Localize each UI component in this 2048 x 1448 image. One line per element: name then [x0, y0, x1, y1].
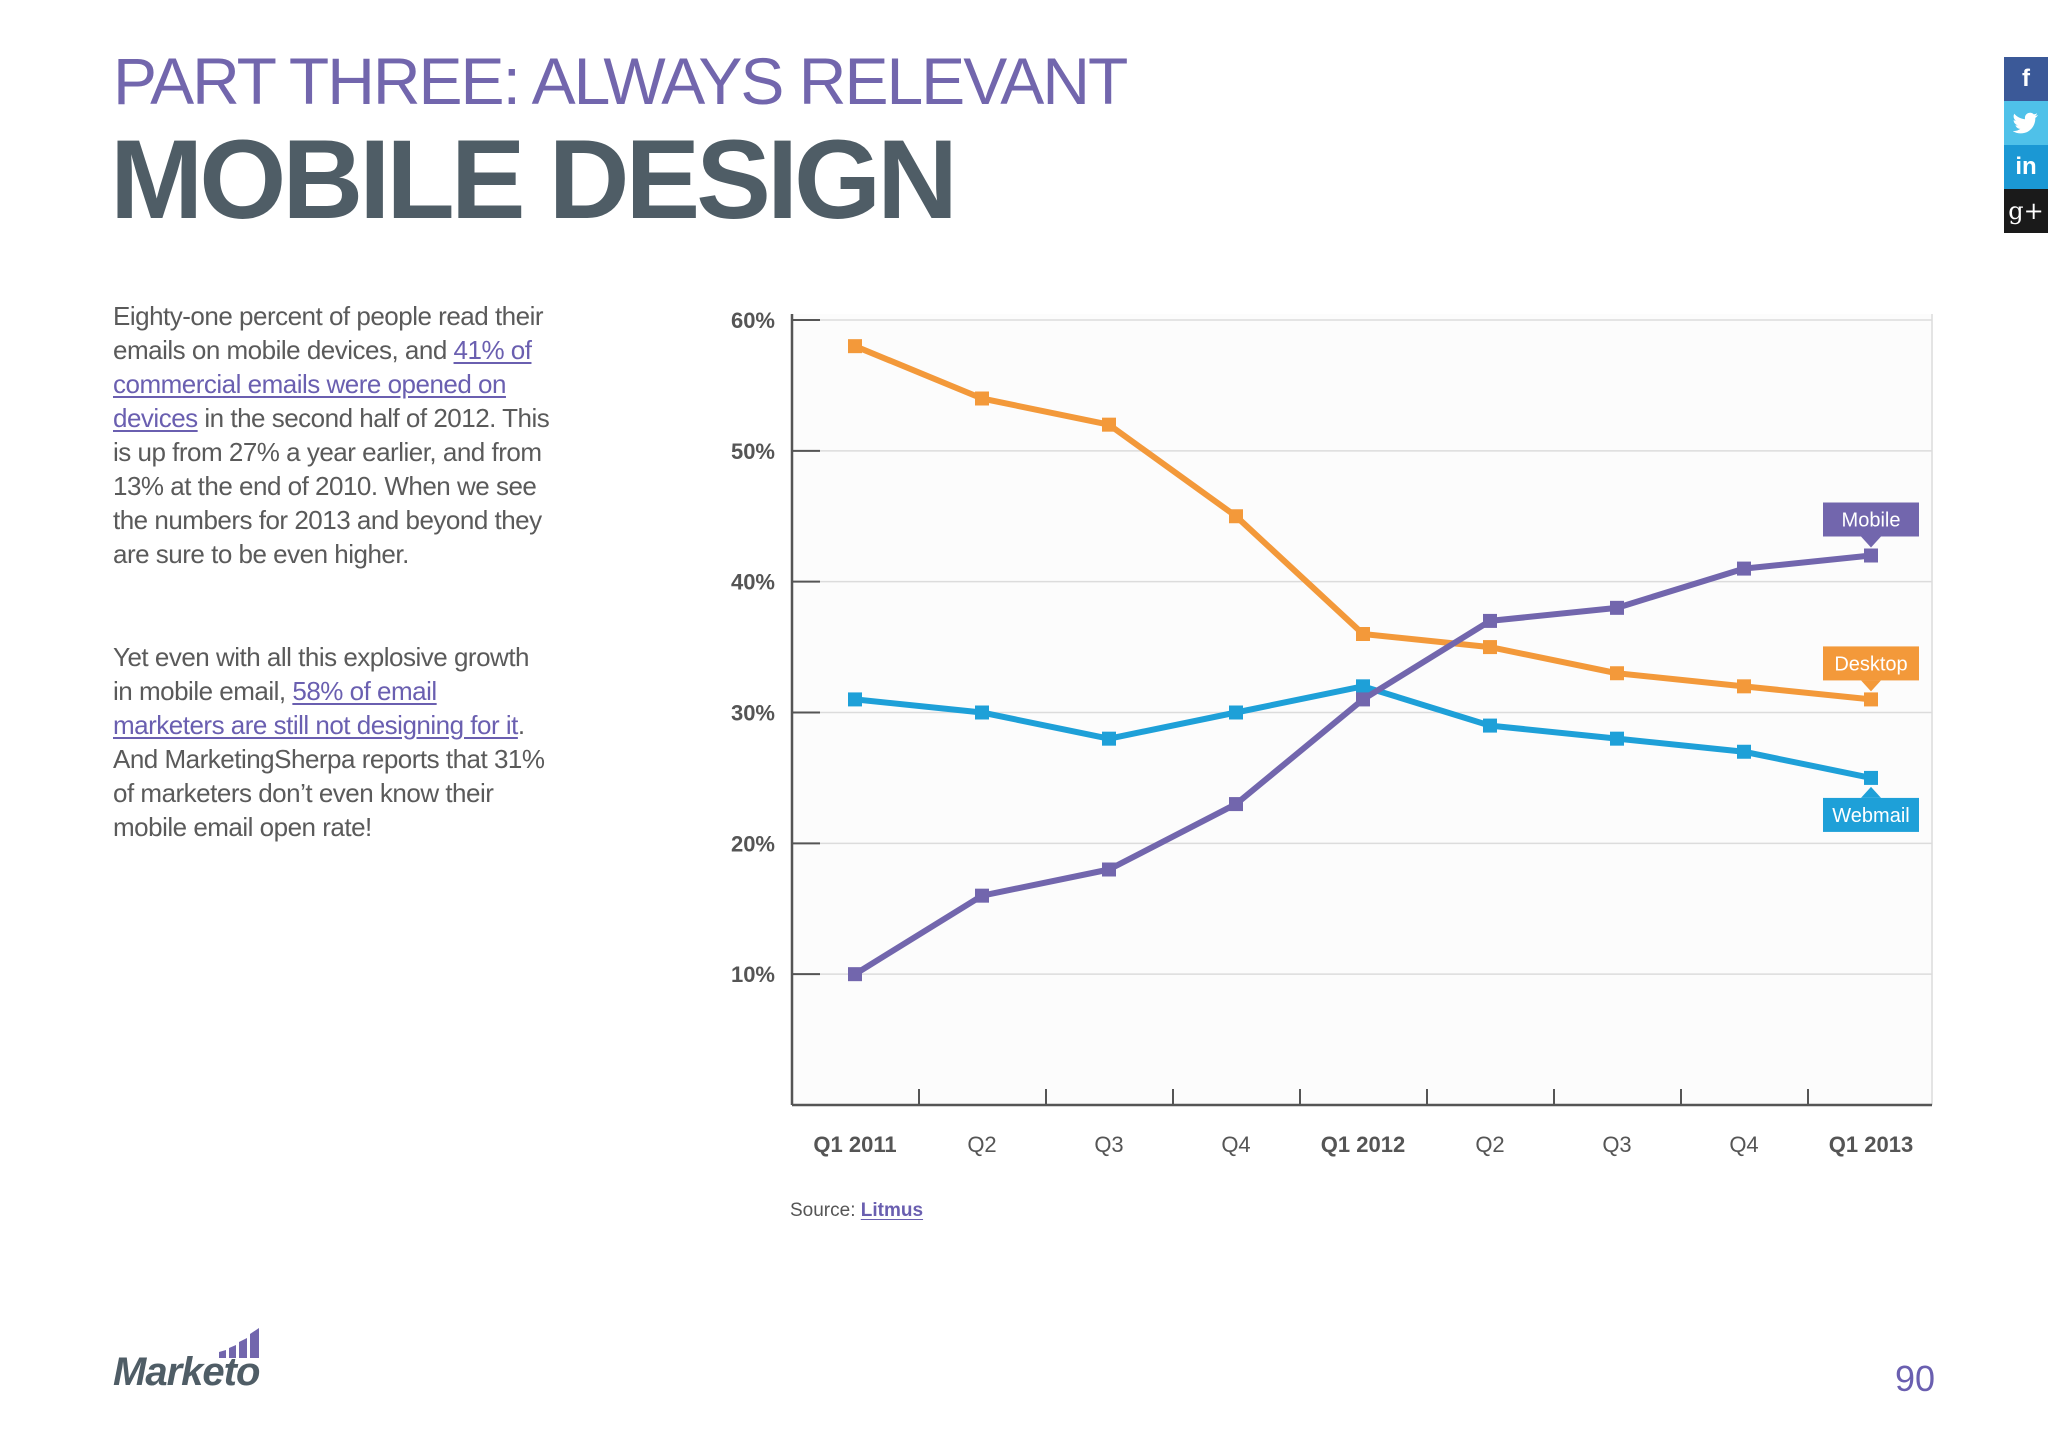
series-label-pointer-webmail — [1861, 786, 1881, 798]
data-point-mobile — [1356, 692, 1370, 707]
data-point-webmail — [1102, 731, 1116, 746]
series-label-desktop: Desktop — [1834, 653, 1907, 675]
twitter-icon[interactable] — [2004, 101, 2048, 145]
page-title: MOBILE DESIGN — [110, 117, 958, 242]
data-point-desktop — [1737, 679, 1751, 694]
marketo-logo[interactable]: Marketo — [113, 1322, 283, 1394]
x-tick-label: Q1 2011 — [813, 1132, 896, 1157]
data-point-desktop — [1102, 417, 1116, 432]
x-tick-label: Q3 — [1094, 1132, 1123, 1157]
source-link-litmus[interactable]: Litmus — [860, 1200, 924, 1221]
series-label-pointer-desktop — [1861, 680, 1881, 692]
marketo-bars-icon — [219, 1328, 259, 1358]
link-commercial-emails[interactable]: 41% of commercial emails were opened on … — [113, 335, 532, 433]
series-label-box-desktop — [1823, 646, 1919, 681]
data-point-desktop — [1864, 692, 1878, 707]
data-point-webmail — [1864, 770, 1878, 785]
x-tick-label: Q1 2013 — [1829, 1132, 1913, 1157]
data-point-mobile — [1610, 600, 1624, 615]
x-tick-label: Q1 2012 — [1321, 1132, 1405, 1157]
x-tick-label: Q2 — [1475, 1132, 1504, 1157]
y-tick-label: 20% — [731, 831, 775, 856]
data-point-desktop — [1229, 509, 1243, 524]
data-point-desktop — [1356, 627, 1370, 641]
data-point-webmail — [1610, 731, 1624, 746]
paragraph-growth: Yet even with all this explosive growth … — [113, 640, 553, 844]
paragraph-text: Yet even with all this explosive growth … — [113, 642, 530, 706]
data-point-mobile — [1864, 548, 1878, 563]
x-tick-label: Q2 — [967, 1132, 996, 1157]
data-point-desktop — [1483, 640, 1497, 655]
twitter-bird-icon — [2013, 112, 2038, 134]
marketo-logo-text: Marketo — [113, 1350, 260, 1394]
page-number: 90 — [1895, 1358, 1936, 1399]
data-point-mobile — [975, 888, 989, 903]
part-title: PART THREE: ALWAYS RELEVANT — [113, 44, 1128, 118]
data-point-mobile — [1102, 862, 1116, 877]
series-label-box-mobile — [1823, 502, 1919, 537]
x-tick-label: Q4 — [1221, 1132, 1250, 1157]
x-tick-label: Q4 — [1729, 1132, 1758, 1157]
source-prefix: Source: — [790, 1200, 861, 1221]
facebook-icon[interactable]: f — [2004, 57, 2048, 101]
linkedin-icon[interactable]: in — [2004, 145, 2048, 189]
data-point-webmail — [1356, 679, 1370, 694]
x-tick-label: Q3 — [1602, 1132, 1631, 1157]
data-point-webmail — [975, 705, 989, 720]
data-point-mobile — [1483, 613, 1497, 628]
chart-source: Source: Litmus — [790, 1200, 923, 1222]
linkedin-glyph: in — [2015, 153, 2037, 180]
data-point-webmail — [1229, 705, 1243, 720]
data-point-webmail — [1483, 718, 1497, 733]
link-marketers-not-designing[interactable]: 58% of email marketers are still not des… — [113, 676, 518, 740]
data-point-webmail — [848, 692, 862, 707]
data-point-mobile — [848, 967, 862, 982]
data-point-webmail — [1737, 744, 1751, 759]
series-label-box-webmail — [1823, 797, 1919, 832]
data-point-desktop — [975, 391, 989, 406]
data-point-desktop — [1610, 666, 1624, 681]
google-plus-glyph: g+ — [2008, 197, 2044, 225]
series-label-pointer-mobile — [1861, 536, 1881, 548]
y-tick-label: 40% — [731, 570, 775, 595]
paragraph-text: . And MarketingSherpa reports that 31% o… — [113, 710, 545, 842]
data-point-mobile — [1737, 561, 1751, 576]
google-plus-icon[interactable]: g+ — [2004, 189, 2048, 233]
y-tick-label: 50% — [731, 439, 775, 464]
data-point-mobile — [1229, 797, 1243, 812]
y-tick-label: 10% — [731, 962, 775, 987]
paragraph-text: in the second half of 2012. This is up f… — [113, 403, 550, 569]
y-tick-label: 60% — [731, 308, 775, 333]
series-label-webmail: Webmail — [1832, 805, 1909, 827]
facebook-glyph: f — [2022, 65, 2030, 92]
paragraph-text: Eighty-one percent of people read their … — [113, 301, 544, 365]
series-label-mobile: Mobile — [1842, 510, 1901, 532]
paragraph-intro: Eighty-one percent of people read their … — [113, 299, 553, 571]
data-point-desktop — [848, 339, 862, 354]
y-tick-label: 30% — [731, 701, 775, 726]
